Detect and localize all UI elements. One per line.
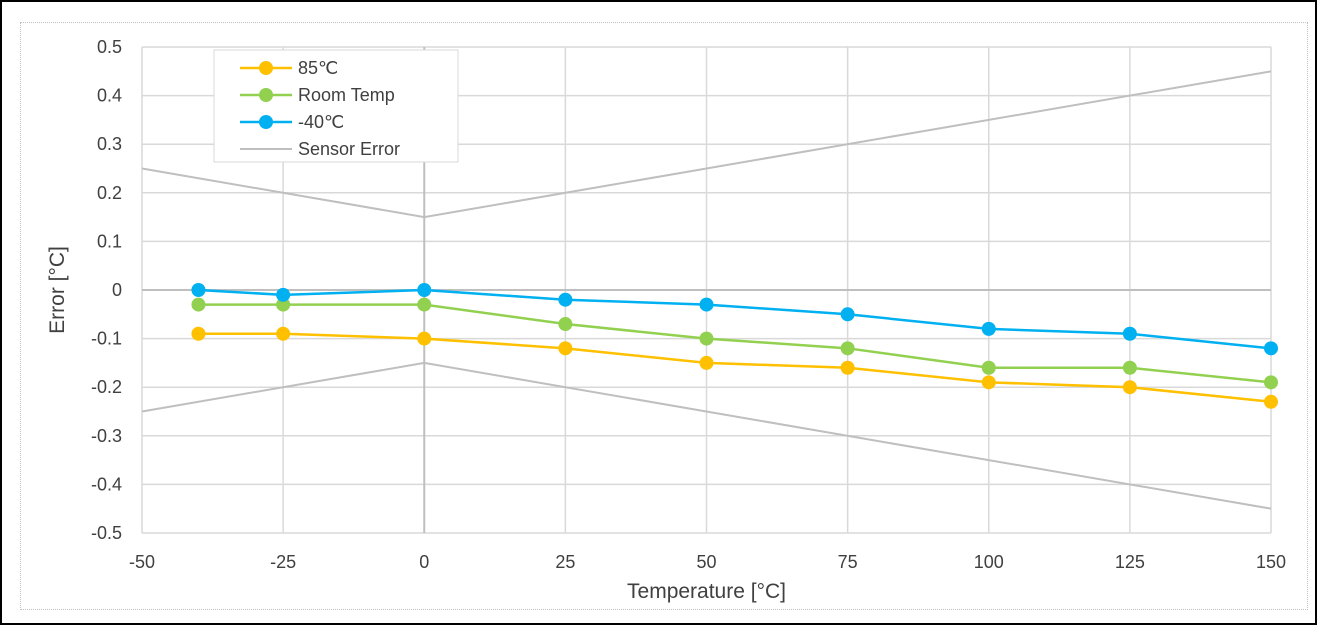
y-axis-title: Error [°C]	[46, 246, 69, 334]
legend-marker	[259, 61, 273, 75]
x-tick-label: -25	[270, 552, 296, 572]
y-tick-label: -0.3	[91, 426, 122, 446]
series-0	[191, 326, 1278, 409]
series-3	[141, 70, 1272, 219]
data-point	[191, 283, 206, 297]
y-tick-label: -0.5	[91, 523, 122, 543]
legend: 85℃ Room Temp -40℃ Sensor Error	[213, 49, 459, 163]
legend-label: Room Temp	[298, 85, 395, 105]
data-point	[558, 292, 573, 307]
chart-area	[20, 22, 1308, 610]
data-point	[981, 321, 996, 336]
x-tick-label: -50	[129, 552, 155, 572]
data-point	[981, 375, 996, 390]
data-point	[699, 297, 714, 312]
data-point	[558, 341, 573, 356]
data-point	[699, 331, 714, 346]
data-point	[840, 341, 855, 356]
series-line	[141, 361, 1272, 510]
data-point	[1264, 394, 1278, 409]
x-tick-label: 75	[838, 552, 858, 572]
series-1	[191, 297, 1278, 390]
data-point	[1264, 375, 1278, 390]
y-tick-label: 0.2	[97, 183, 122, 203]
y-tick-label: 0	[112, 280, 122, 300]
legend-item: -40℃	[240, 112, 344, 132]
data-point	[840, 307, 855, 322]
data-point	[981, 360, 996, 375]
series-line	[141, 70, 1272, 219]
data-point	[1122, 380, 1137, 395]
y-tick-label: -0.2	[91, 377, 122, 397]
legend-item: Sensor Error	[240, 139, 400, 159]
y-tick-label: 0.5	[97, 37, 122, 57]
data-point	[840, 360, 855, 375]
data-point	[417, 283, 432, 297]
data-point	[276, 297, 291, 312]
legend-item: Room Temp	[240, 85, 395, 105]
y-tick-label: -0.4	[91, 474, 122, 494]
data-point	[276, 287, 291, 302]
data-point	[1264, 341, 1278, 356]
y-tick-label: -0.1	[91, 329, 122, 349]
x-tick-label: 50	[696, 552, 716, 572]
y-tick-label: 0.3	[97, 134, 122, 154]
legend-label: Sensor Error	[298, 139, 400, 159]
y-tick-label: 0.4	[97, 86, 122, 106]
x-tick-label: 150	[1256, 552, 1286, 572]
data-point	[417, 297, 432, 312]
legend-label: 85℃	[298, 58, 338, 78]
data-point	[417, 331, 432, 346]
series-line	[198, 303, 1272, 384]
x-tick-label: 125	[1115, 552, 1145, 572]
x-axis-title: Temperature [°C]	[627, 580, 786, 603]
legend-label: -40℃	[298, 112, 344, 132]
series-2	[191, 283, 1278, 356]
y-tick-label: 0.1	[97, 231, 122, 251]
series-4	[141, 361, 1272, 510]
legend-item: 85℃	[240, 58, 338, 78]
data-point	[1122, 326, 1137, 341]
data-point	[191, 297, 206, 312]
x-tick-label: 25	[555, 552, 575, 572]
data-point	[1122, 360, 1137, 375]
x-tick-label: 100	[974, 552, 1004, 572]
data-point	[191, 326, 206, 341]
x-tick-label: 0	[419, 552, 429, 572]
data-point	[276, 326, 291, 341]
legend-marker	[259, 115, 273, 129]
data-point	[558, 317, 573, 332]
legend-marker	[259, 88, 273, 102]
data-point	[699, 355, 714, 370]
